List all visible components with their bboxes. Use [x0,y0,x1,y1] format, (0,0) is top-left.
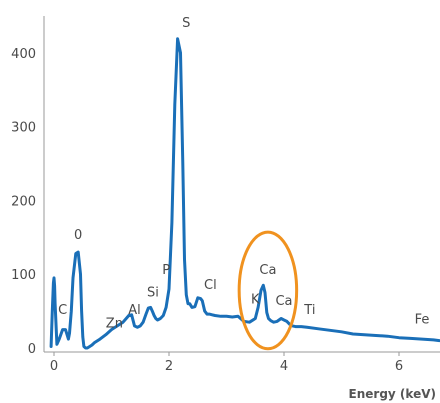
y-tick-label: 400 [11,47,36,62]
series-line [49,37,440,350]
peak-label-fe: Fe [415,313,430,328]
peak-label-si: Si [147,285,159,300]
x-axis-title: Energy (keV) [349,387,436,401]
y-tick-label: 200 [11,194,36,209]
peak-labels: S 0 C Zn Al SiP Cl K Ca Ca Ti Fe [58,16,429,331]
x-tick-label: 6 [395,359,403,374]
peak-label-0: 0 [74,228,82,243]
y-axis-ticks: 0 100 200 300 400 [11,47,36,357]
peak-label-ti: Ti [303,303,315,318]
y-tick-label: 300 [11,121,36,136]
peak-label-c: C [58,303,67,318]
x-tick-label: 0 [50,359,58,374]
x-tick-label: 4 [280,359,288,374]
peak-label-al: Al [128,303,141,318]
peak-label-k: K [251,293,260,308]
peak-label-cl: Cl [204,278,217,293]
y-tick-label: 0 [28,342,36,357]
x-axis-ticks: 0 2 4 6 [50,352,403,374]
peak-label-p: P [162,263,170,278]
highlight-ellipse [237,230,299,351]
peak-label-s: S [182,16,190,31]
peak-label-zn: Zn [106,316,123,331]
peak-label-ca: Ca [259,263,276,278]
y-tick-label: 100 [11,268,36,283]
x-tick-label: 2 [165,359,173,374]
peak-label-ca: Ca [275,294,292,309]
plot-area: 0 100 200 300 400 0 2 4 6 S 0 C Zn Al SiP Cl K Ca Ca Ti Fe [11,16,440,374]
